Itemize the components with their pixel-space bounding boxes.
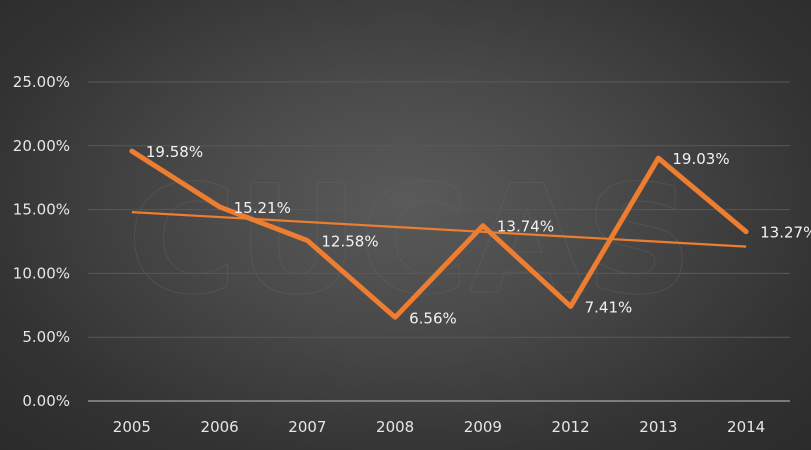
y-axis-ticks: 0.00% 5.00% 10.00% 15.00% 20.00% 25.00%	[13, 73, 70, 410]
y-tick-label: 25.00%	[13, 73, 70, 91]
x-tick-label: 2008	[376, 418, 414, 436]
x-axis-ticks: 2005 2006 2007 2008 2009 2012 2013 2014	[113, 418, 765, 436]
x-tick-label: 2014	[727, 418, 765, 436]
series-line	[129, 148, 749, 320]
x-tick-label: 2006	[201, 418, 239, 436]
y-tick-label: 20.00%	[13, 137, 70, 155]
x-tick-label: 2013	[639, 418, 677, 436]
series-group	[129, 148, 749, 320]
x-tick-label: 2012	[552, 418, 590, 436]
data-label: 6.56%	[409, 309, 457, 327]
data-label: 19.58%	[146, 143, 203, 161]
data-labels: 19.58% 15.21% 12.58% 6.56% 13.74% 7.41% 19.03%…	[146, 143, 811, 327]
trendline	[131, 211, 747, 248]
y-tick-label: 5.00%	[22, 328, 70, 346]
data-label: 13.27%	[760, 224, 811, 242]
y-tick-label: 15.00%	[13, 201, 70, 219]
x-tick-label: 2005	[113, 418, 151, 436]
x-tick-label: 2007	[288, 418, 326, 436]
y-tick-label: 10.00%	[13, 264, 70, 282]
data-label: 15.21%	[234, 199, 291, 217]
data-label: 7.41%	[585, 298, 633, 316]
trendline-group	[131, 211, 747, 248]
data-label: 12.58%	[321, 232, 378, 250]
data-label: 13.74%	[497, 218, 554, 236]
x-tick-label: 2009	[464, 418, 502, 436]
data-label: 19.03%	[672, 150, 729, 168]
y-tick-label: 0.00%	[22, 392, 70, 410]
